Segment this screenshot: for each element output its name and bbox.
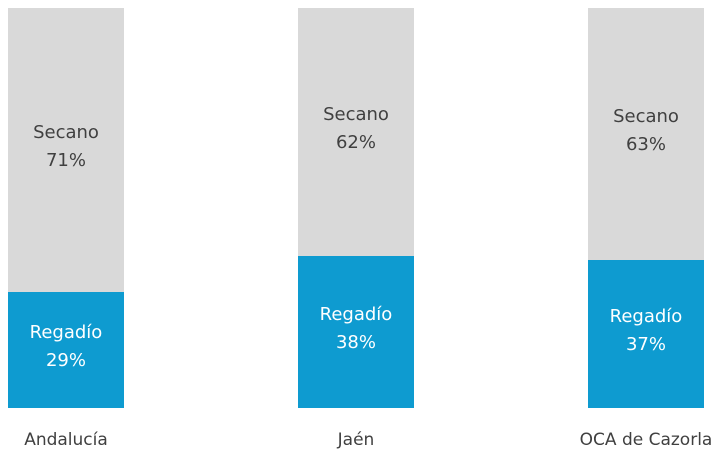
bars-group bbox=[8, 8, 704, 408]
data-label-regadio-andalucia: 29% bbox=[46, 350, 86, 371]
data-label-regadio-oca-de-cazorla: 37% bbox=[626, 334, 666, 355]
category-label-andalucia: Andalucía bbox=[24, 430, 108, 450]
bar-secano-jaen bbox=[298, 8, 414, 256]
bar-secano-oca-de-cazorla bbox=[588, 8, 704, 260]
series-name-label-regadio-andalucia: Regadío bbox=[30, 322, 103, 343]
data-label-secano-andalucia: 71% bbox=[46, 150, 86, 171]
data-label-secano-jaen: 62% bbox=[336, 132, 376, 153]
series-name-label-regadio-jaen: Regadío bbox=[320, 304, 393, 325]
bar-secano-andalucia bbox=[8, 8, 124, 292]
series-name-label-secano-jaen: Secano bbox=[323, 104, 389, 125]
bar-regadio-jaen bbox=[298, 256, 414, 408]
bar-regadio-oca-de-cazorla bbox=[588, 260, 704, 408]
bar-regadio-andalucia bbox=[8, 292, 124, 408]
series-name-label-secano-andalucia: Secano bbox=[33, 122, 99, 143]
category-label-jaen: Jaén bbox=[337, 430, 375, 450]
category-labels-group: Andalucía Jaén OCA de Cazorla bbox=[24, 430, 712, 450]
series-name-label-secano-oca-de-cazorla: Secano bbox=[613, 106, 679, 127]
segment-labels-group: Regadío 29% Secano 71% Regadío 38% Secano 62% Re… bbox=[30, 104, 683, 371]
series-name-label-regadio-oca-de-cazorla: Regadío bbox=[610, 306, 683, 327]
category-label-oca-de-cazorla: OCA de Cazorla bbox=[580, 430, 713, 450]
data-label-secano-oca-de-cazorla: 63% bbox=[626, 134, 666, 155]
data-label-regadio-jaen: 38% bbox=[336, 332, 376, 353]
